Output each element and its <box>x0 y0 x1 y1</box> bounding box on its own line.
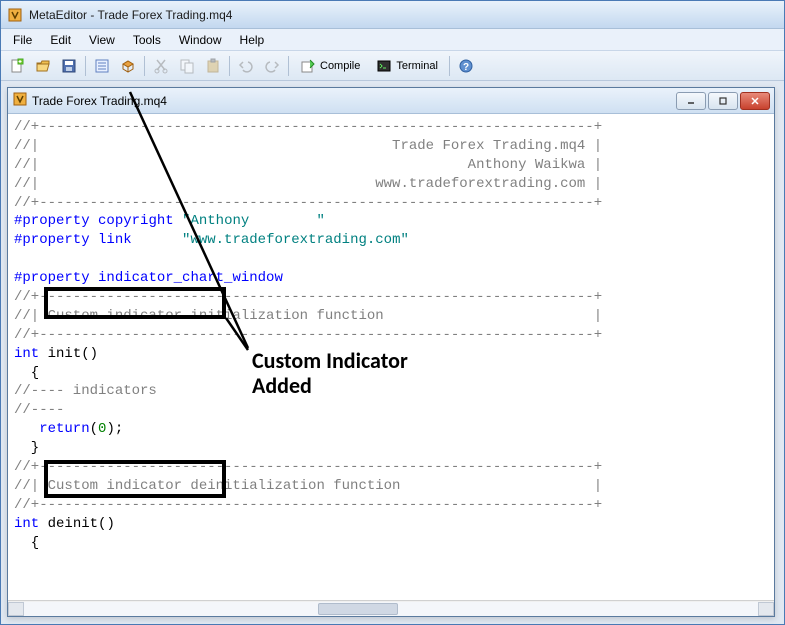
help-button[interactable]: ? <box>454 54 478 78</box>
toolbar-separator <box>288 56 289 76</box>
open-button[interactable] <box>31 54 55 78</box>
compile-icon <box>300 58 316 74</box>
svg-text:?: ? <box>463 62 469 73</box>
mdi-area: Trade Forex Trading.mq4 //+-------------… <box>1 81 784 624</box>
app-title: MetaEditor - Trade Forex Trading.mq4 <box>29 8 232 22</box>
toolbar-separator <box>449 56 450 76</box>
editor-title: Trade Forex Trading.mq4 <box>28 94 676 108</box>
navigator-button[interactable] <box>90 54 114 78</box>
scroll-thumb[interactable] <box>318 603 398 615</box>
scroll-left-arrow[interactable] <box>8 602 24 616</box>
redo-button[interactable] <box>260 54 284 78</box>
toolbox-button[interactable] <box>116 54 140 78</box>
terminal-icon <box>376 58 392 74</box>
toolbar-separator <box>85 56 86 76</box>
menu-window[interactable]: Window <box>171 31 230 49</box>
app-icon <box>7 7 23 23</box>
paste-button[interactable] <box>201 54 225 78</box>
editor-window: Trade Forex Trading.mq4 //+-------------… <box>7 87 775 617</box>
menubar: File Edit View Tools Window Help <box>1 29 784 51</box>
new-button[interactable] <box>5 54 29 78</box>
app-window: MetaEditor - Trade Forex Trading.mq4 Fil… <box>0 0 785 625</box>
menu-tools[interactable]: Tools <box>125 31 169 49</box>
close-button[interactable] <box>740 92 770 110</box>
terminal-label: Terminal <box>396 60 438 72</box>
scroll-track[interactable] <box>24 602 758 616</box>
maximize-button[interactable] <box>708 92 738 110</box>
horizontal-scrollbar[interactable] <box>8 600 774 616</box>
terminal-button[interactable]: Terminal <box>369 54 445 78</box>
code-editor[interactable]: //+-------------------------------------… <box>8 114 774 600</box>
editor-titlebar: Trade Forex Trading.mq4 <box>8 88 774 114</box>
compile-label: Compile <box>320 60 360 72</box>
menu-file[interactable]: File <box>5 31 40 49</box>
menu-view[interactable]: View <box>81 31 123 49</box>
menu-edit[interactable]: Edit <box>42 31 79 49</box>
file-icon <box>12 91 28 110</box>
compile-button[interactable]: Compile <box>293 54 367 78</box>
save-button[interactable] <box>57 54 81 78</box>
toolbar: Compile Terminal ? <box>1 51 784 81</box>
copy-button[interactable] <box>175 54 199 78</box>
menu-help[interactable]: Help <box>232 31 273 49</box>
window-controls <box>676 92 770 110</box>
scroll-right-arrow[interactable] <box>758 602 774 616</box>
undo-button[interactable] <box>234 54 258 78</box>
cut-button[interactable] <box>149 54 173 78</box>
titlebar: MetaEditor - Trade Forex Trading.mq4 <box>1 1 784 29</box>
toolbar-separator <box>229 56 230 76</box>
minimize-button[interactable] <box>676 92 706 110</box>
toolbar-separator <box>144 56 145 76</box>
